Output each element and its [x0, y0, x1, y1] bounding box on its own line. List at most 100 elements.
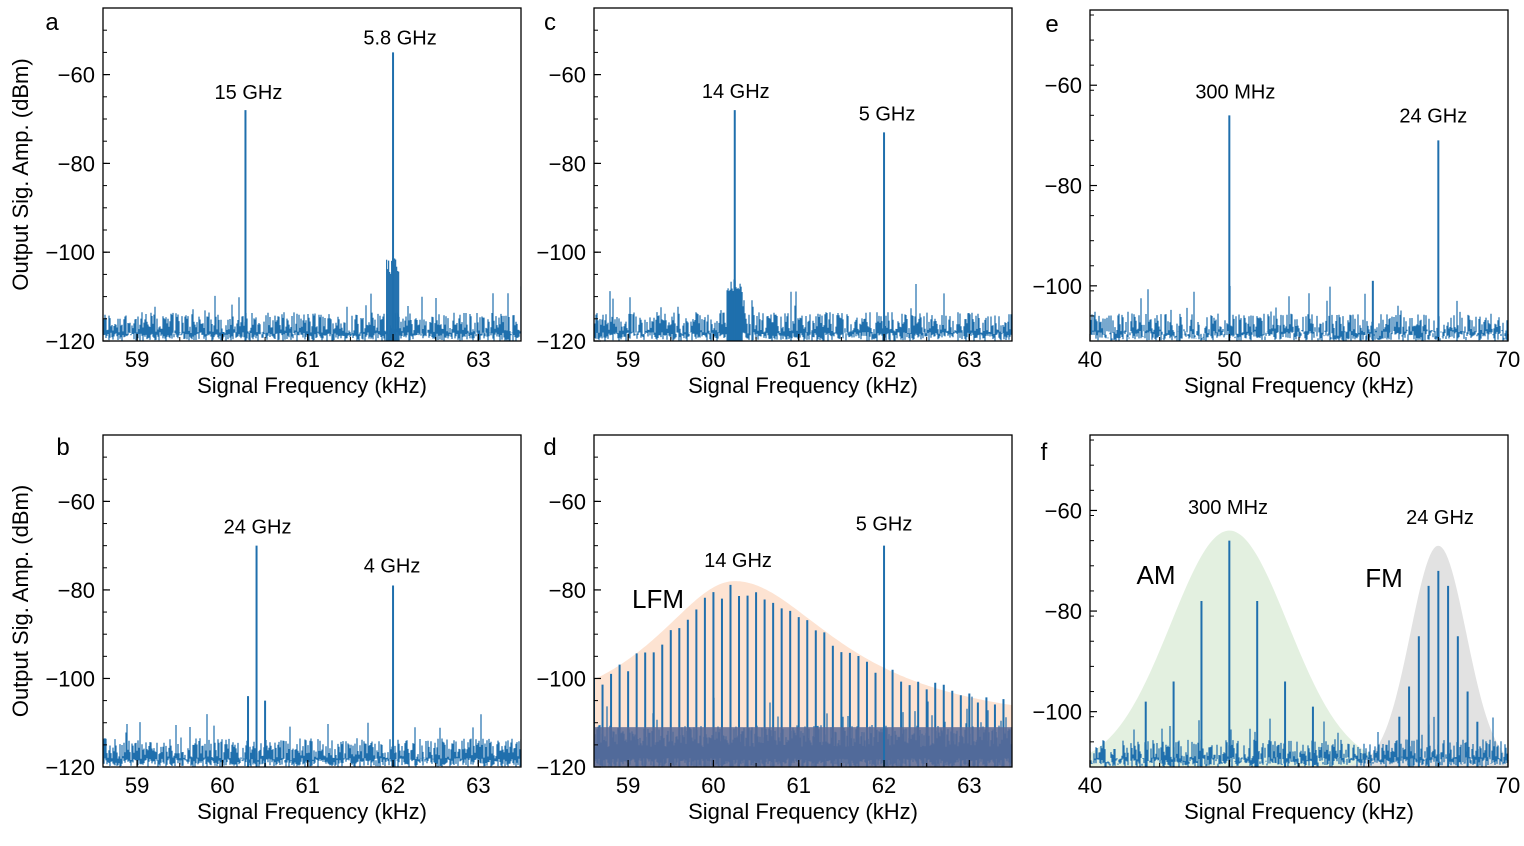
envelope-peak-label: 14 GHz: [704, 550, 772, 572]
plot-area: [1090, 530, 1508, 767]
y-tick-label: −100: [536, 666, 586, 691]
x-axis-label: Signal Frequency (kHz): [688, 799, 918, 824]
y-tick-label: −80: [58, 578, 95, 603]
x-tick-label: 70: [1496, 347, 1520, 372]
x-tick-label: 62: [381, 773, 405, 798]
noise-trace: [103, 713, 521, 767]
panel-b: 24 GHz 4 GHz 59 60 61 62 63 −60 −80 −100 −120 Signa…: [8, 434, 522, 824]
peak-label: 24 GHz: [1399, 105, 1467, 127]
noise-trace: [594, 284, 1012, 341]
x-axis-label: Signal Frequency (kHz): [197, 799, 427, 824]
x-tick-label: 63: [957, 347, 981, 372]
y-tick-label: −100: [45, 240, 95, 265]
y-tick-label: −80: [58, 151, 95, 176]
plot-area: [594, 110, 1012, 341]
y-tick-label: −60: [549, 489, 586, 514]
panel-letter: c: [544, 9, 556, 36]
panel-c: 14 GHz 5 GHz 59 60 61 62 63 −60 −80 −100 −120 Signa…: [536, 7, 1013, 398]
y-tick-label: −80: [1045, 174, 1082, 199]
peak-label: 5 GHz: [859, 103, 916, 125]
plot-area: [103, 52, 521, 341]
plot-area: [1090, 115, 1508, 341]
x-tick-label: 62: [872, 347, 896, 372]
peak-label: 300 MHz: [1195, 81, 1275, 103]
x-tick-label: 40: [1078, 347, 1102, 372]
noise-trace: [103, 286, 521, 341]
y-tick-label: −100: [536, 240, 586, 265]
x-tick-label: 61: [786, 773, 810, 798]
panel-letter: a: [45, 9, 59, 36]
y-tick-label: −100: [1032, 700, 1082, 725]
y-tick-label: −60: [58, 63, 95, 88]
lfm-label: LFM: [632, 584, 684, 614]
panel-a: 15 GHz 5.8 GHz 59 60 61 62 63 −60 −80 −100 −120 Sig…: [8, 7, 522, 398]
noise-trace: [1090, 286, 1508, 341]
x-tick-label: 40: [1078, 773, 1102, 798]
am-label: AM: [1137, 560, 1176, 590]
panel-letter: b: [56, 434, 69, 461]
noise-band: [594, 727, 1012, 767]
x-tick-label: 63: [957, 773, 981, 798]
am-peak-label: 300 MHz: [1188, 497, 1268, 519]
x-tick-label: 61: [295, 347, 319, 372]
x-tick-label: 59: [616, 773, 640, 798]
am-envelope: [1090, 530, 1508, 767]
x-tick-label: 50: [1217, 347, 1241, 372]
axes-frame: [1089, 9, 1509, 342]
x-tick-label: 60: [701, 347, 725, 372]
x-tick-label: 60: [1356, 347, 1380, 372]
lfm-envelope: [594, 581, 1012, 767]
y-tick-label: −100: [1032, 274, 1082, 299]
fm-peak-label: 24 GHz: [1406, 507, 1474, 529]
panel-letter: f: [1041, 439, 1048, 466]
panel-e: 300 MHz 24 GHz 40 50 60 70 −60 −80 −100 Signal Fr…: [1032, 9, 1520, 398]
x-tick-label: 62: [872, 773, 896, 798]
y-axis-label: Output Sig. Amp. (dBm): [8, 485, 33, 717]
y-tick-label: −120: [45, 755, 95, 780]
x-tick-label: 60: [701, 773, 725, 798]
fm-envelope: [1090, 545, 1508, 767]
peak-label: 5 GHz: [856, 514, 913, 536]
y-tick-label: −60: [549, 63, 586, 88]
panel-letter: d: [543, 434, 556, 461]
x-axis-label: Signal Frequency (kHz): [1184, 799, 1414, 824]
x-tick-label: 60: [1356, 773, 1380, 798]
x-tick-label: 61: [295, 773, 319, 798]
peak-label: 4 GHz: [364, 556, 421, 578]
x-tick-label: 62: [381, 347, 405, 372]
x-axis-label: Signal Frequency (kHz): [688, 373, 918, 398]
x-tick-label: 60: [210, 773, 234, 798]
y-tick-label: −80: [1045, 599, 1082, 624]
plot-area: [103, 545, 521, 767]
peak-label: 5.8 GHz: [363, 27, 436, 49]
x-tick-label: 63: [466, 347, 490, 372]
y-tick-label: −120: [536, 329, 586, 354]
peak-label: 24 GHz: [224, 517, 292, 539]
x-tick-label: 61: [786, 347, 810, 372]
y-tick-label: −80: [549, 578, 586, 603]
x-tick-label: 50: [1217, 773, 1241, 798]
peak-label: 14 GHz: [702, 81, 770, 103]
x-tick-label: 60: [210, 347, 234, 372]
y-tick-label: −80: [549, 151, 586, 176]
axes-frame: [593, 7, 1013, 342]
y-tick-label: −60: [1045, 498, 1082, 523]
panel-f: AM FM 300 MHz 24 GHz 40 50 60 70 −60 −80 −100 Signa…: [1032, 434, 1520, 824]
x-tick-label: 59: [125, 347, 149, 372]
x-tick-label: 70: [1496, 773, 1520, 798]
x-tick-label: 59: [125, 773, 149, 798]
y-tick-label: −120: [45, 329, 95, 354]
x-axis-label: Signal Frequency (kHz): [197, 373, 427, 398]
panel-d: 5 GHz LFM 14 GHz 59 60 61 62 63 −60 −80 −100 −120 Si…: [536, 434, 1013, 824]
y-tick-label: −100: [45, 666, 95, 691]
axes-frame: [102, 434, 522, 768]
plot-area: [594, 545, 1012, 767]
y-tick-label: −60: [1045, 73, 1082, 98]
y-tick-label: −120: [536, 755, 586, 780]
peak-label: 15 GHz: [215, 82, 283, 104]
x-tick-label: 59: [616, 347, 640, 372]
axes-frame: [102, 7, 522, 342]
fm-label: FM: [1365, 563, 1403, 593]
x-axis-label: Signal Frequency (kHz): [1184, 373, 1414, 398]
